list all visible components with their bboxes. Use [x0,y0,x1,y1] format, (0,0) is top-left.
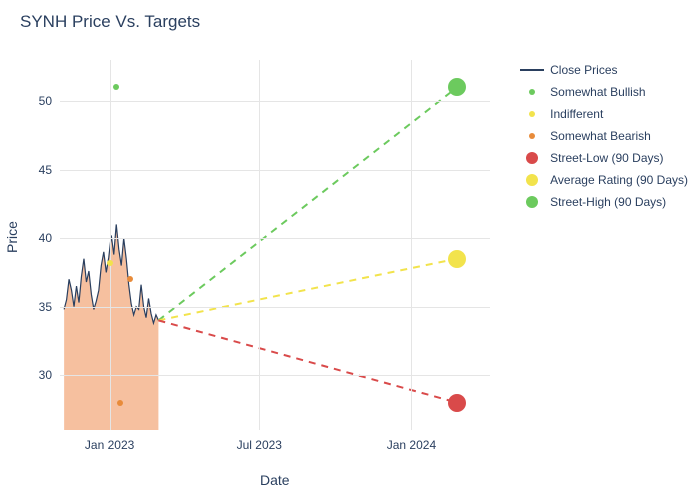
legend-swatch [529,89,535,95]
grid-line [60,101,490,102]
rating-marker [113,84,119,90]
legend-item[interactable]: Average Rating (90 Days) [520,172,688,188]
y-tick-label: 30 [39,368,52,382]
grid-line [60,375,490,376]
legend-item[interactable]: Close Prices [520,62,688,78]
target-marker [448,78,466,96]
x-tick-label: Jan 2024 [387,438,436,452]
grid-line [60,170,490,171]
legend-label: Street-High (90 Days) [550,195,666,209]
plot-area: 3035404550Jan 2023Jul 2023Jan 2024 [60,60,490,430]
chart-title: SYNH Price Vs. Targets [20,12,200,32]
legend-swatch [529,111,535,117]
y-axis-label: Price [4,221,20,253]
legend-label: Somewhat Bearish [550,129,651,143]
legend-item[interactable]: Street-Low (90 Days) [520,150,688,166]
legend-swatch [526,174,538,186]
legend-label: Indifferent [550,107,603,121]
legend-label: Average Rating (90 Days) [550,173,688,187]
y-tick-label: 40 [39,231,52,245]
legend-swatch [526,196,538,208]
grid-line [60,307,490,308]
legend-label: Close Prices [550,63,617,77]
target-marker [448,250,466,268]
grid-line [259,60,260,430]
x-axis-label: Date [260,472,290,488]
rating-marker [107,260,113,266]
legend-label: Somewhat Bullish [550,85,645,99]
y-tick-label: 35 [39,300,52,314]
legend-swatch [520,69,544,71]
x-tick-label: Jan 2023 [85,438,134,452]
grid-line [411,60,412,430]
legend-item[interactable]: Indifferent [520,106,688,122]
grid-line [60,238,490,239]
legend-label: Street-Low (90 Days) [550,151,663,165]
y-tick-label: 45 [39,163,52,177]
target-marker [448,394,466,412]
legend-item[interactable]: Somewhat Bearish [520,128,688,144]
rating-marker [127,276,133,282]
grid-line [110,60,111,430]
rating-marker [117,400,123,406]
x-tick-label: Jul 2023 [237,438,282,452]
legend-swatch [529,133,535,139]
legend-item[interactable]: Street-High (90 Days) [520,194,688,210]
price-area [64,224,158,430]
legend-item[interactable]: Somewhat Bullish [520,84,688,100]
legend-swatch [526,152,538,164]
legend: Close Prices Somewhat Bullish Indifferent S… [520,62,688,216]
y-tick-label: 50 [39,94,52,108]
